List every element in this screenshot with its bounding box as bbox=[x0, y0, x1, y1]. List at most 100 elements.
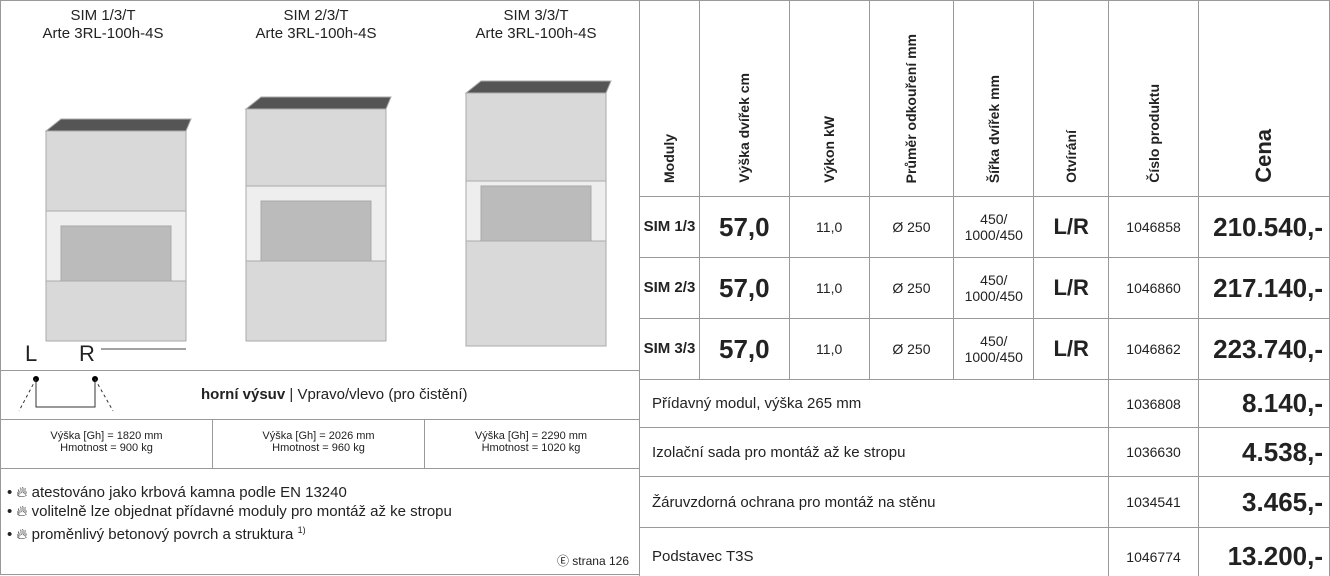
bullet-list: 🔥︎ atestováno jako krbová kamna podle EN… bbox=[1, 468, 639, 575]
accessory-name: Přídavný modul, výška 265 mm bbox=[638, 379, 1110, 428]
column-header: Výška dvířek cm bbox=[698, 0, 790, 197]
product-row: SIM 1/3 57,0 11,0 Ø 250 450/ 1000/450 L/R 1046… bbox=[639, 196, 1330, 258]
opening-text: horní výsuv | Vpravo/vlevo (pro čistění) bbox=[201, 386, 468, 403]
side-label: R bbox=[79, 341, 95, 366]
price: 13.200,- bbox=[1197, 527, 1330, 576]
bullet-text: atestováno jako krbová kamna podle EN 13… bbox=[31, 484, 347, 501]
cell: 1046862 bbox=[1108, 318, 1199, 380]
weight: Hmotnost = 1020 kg bbox=[481, 442, 581, 454]
header-text: Cena bbox=[1250, 129, 1276, 183]
price: 8.140,- bbox=[1197, 379, 1330, 428]
opening-diagram bbox=[18, 376, 114, 412]
weight: Hmotnost = 960 kg bbox=[272, 442, 365, 454]
cell: Ø 250 bbox=[868, 257, 955, 319]
product-code: 1046774 bbox=[1108, 527, 1199, 576]
opening-row: horní výsuv | Vpravo/vlevo (pro čistění) bbox=[1, 370, 639, 419]
accessory-row: Podstavec T3S 1046774 13.200,- bbox=[638, 527, 1330, 576]
cell: 1046860 bbox=[1108, 257, 1199, 319]
accessory-row: Přídavný modul, výška 265 mm 1036808 8.140… bbox=[638, 379, 1330, 428]
column-header: Číslo produktu bbox=[1108, 0, 1199, 197]
product-row: SIM 3/3 57,0 11,0 Ø 250 450/ 1000/450 L/R 1046… bbox=[639, 318, 1330, 380]
cell: 450/ 1000/450 bbox=[953, 196, 1035, 258]
product-label: SIM 2/3/T bbox=[283, 7, 349, 24]
product-model: Arte 3RL-100h-4S bbox=[475, 25, 597, 42]
cell: SIM 3/3 bbox=[639, 318, 700, 380]
bullet: 🔥︎ proměnlivý betonový povrch a struktur… bbox=[7, 521, 639, 544]
cell: L/R bbox=[1033, 196, 1110, 258]
dimension-row: Výška [Gh] = 1820 mm Hmotnost = 900 kg Vý… bbox=[1, 419, 639, 468]
column-header: Výkon kW bbox=[788, 0, 870, 197]
opening-desc: | Vpravo/vlevo (pro čistění) bbox=[289, 386, 468, 403]
accessory-name: Izolační sada pro montáž až ke stropu bbox=[638, 427, 1110, 477]
cell: Ø 250 bbox=[868, 196, 955, 258]
product-label: SIM 1/3/T bbox=[70, 7, 136, 24]
product-caption: SIM 1/3/T Arte 3RL-100h-4S bbox=[3, 7, 203, 43]
product-panel: SIM 1/3/T Arte 3RL-100h-4S SIM 2/3/T Arte … bbox=[0, 0, 640, 575]
cell: 450/ 1000/450 bbox=[953, 257, 1035, 319]
bullet-text: proměnlivý betonový povrch a struktura bbox=[31, 526, 294, 543]
product-model: Arte 3RL-100h-4S bbox=[255, 25, 377, 42]
product-caption: SIM 2/3/T Arte 3RL-100h-4S bbox=[216, 7, 416, 43]
price: 4.538,- bbox=[1197, 427, 1330, 477]
product-label: SIM 3/3/T bbox=[503, 7, 569, 24]
cell: Ø 250 bbox=[868, 318, 955, 380]
header-text: Otvírání bbox=[1063, 130, 1080, 183]
header-text: Moduly bbox=[661, 134, 678, 183]
cell: 210.540,- bbox=[1197, 196, 1330, 258]
column-header: Otvírání bbox=[1033, 0, 1110, 197]
accessory-name: Žáruvzdorná ochrana pro montáž na stěnu bbox=[638, 476, 1110, 528]
bullet: 🔥︎ atestováno jako krbová kamna podle EN… bbox=[7, 483, 639, 502]
price: 3.465,- bbox=[1197, 476, 1330, 528]
dimension-cell: Výška [Gh] = 1820 mm Hmotnost = 900 kg bbox=[1, 420, 213, 468]
cell: SIM 2/3 bbox=[639, 257, 700, 319]
header-text: Šířka dvířek mm bbox=[985, 74, 1002, 183]
side-label: L bbox=[25, 341, 38, 366]
cell: 57,0 bbox=[698, 257, 790, 319]
price-table: Moduly Výška dvířek cm Výkon kW Průměr odko… bbox=[638, 0, 1330, 576]
cell: 11,0 bbox=[788, 257, 870, 319]
cell: 57,0 bbox=[698, 196, 790, 258]
cell: L/R bbox=[1033, 318, 1110, 380]
product-caption: SIM 3/3/T Arte 3RL-100h-4S bbox=[436, 7, 636, 43]
column-header: Šířka dvířek mm bbox=[953, 0, 1035, 197]
page-ref: Ⓔ strana 126 bbox=[556, 554, 629, 568]
cell: 223.740,- bbox=[1197, 318, 1330, 380]
cell: 57,0 bbox=[698, 318, 790, 380]
cell: L/R bbox=[1033, 257, 1110, 319]
product-code: 1036630 bbox=[1108, 427, 1199, 477]
bullet-text: volitelně lze objednat přídavné moduly p… bbox=[31, 503, 452, 520]
cell: 450/ 1000/450 bbox=[953, 318, 1035, 380]
cell: 11,0 bbox=[788, 196, 870, 258]
dimension-cell: Výška [Gh] = 2290 mm Hmotnost = 1020 kg bbox=[425, 420, 637, 468]
dimension-cell: Výška [Gh] = 2026 mm Hmotnost = 960 kg bbox=[213, 420, 425, 468]
cell: SIM 1/3 bbox=[639, 196, 700, 258]
column-header: Moduly bbox=[639, 0, 700, 197]
weight: Hmotnost = 900 kg bbox=[60, 442, 153, 454]
bullet: 🔥︎ volitelně lze objednat přídavné modul… bbox=[7, 502, 639, 521]
cell: 11,0 bbox=[788, 318, 870, 380]
stove-images bbox=[44, 80, 612, 350]
accessory-row: Izolační sada pro montáž až ke stropu 103… bbox=[638, 427, 1330, 477]
header-text: Výška dvířek cm bbox=[736, 73, 753, 183]
product-row: SIM 2/3 57,0 11,0 Ø 250 450/ 1000/450 L/R 1046… bbox=[639, 257, 1330, 319]
accessory-name: Podstavec T3S bbox=[638, 527, 1110, 576]
column-header: Cena bbox=[1197, 0, 1330, 197]
header-text: Průměr odkouření mm bbox=[903, 33, 920, 183]
footnote: 1) bbox=[297, 525, 306, 535]
height: Výška [Gh] = 2026 mm bbox=[262, 430, 375, 442]
column-header: Průměr odkouření mm bbox=[868, 0, 955, 197]
product-code: 1036808 bbox=[1108, 379, 1199, 428]
opening-bold: horní výsuv bbox=[201, 386, 286, 403]
cell: 217.140,- bbox=[1197, 257, 1330, 319]
height: Výška [Gh] = 2290 mm bbox=[474, 430, 588, 442]
header-text: Výkon kW bbox=[821, 116, 838, 183]
cell: 1046858 bbox=[1108, 196, 1199, 258]
header-text: Číslo produktu bbox=[1145, 84, 1162, 183]
page-ref-text: strana 126 bbox=[572, 554, 629, 568]
product-code: 1034541 bbox=[1108, 476, 1199, 528]
product-model: Arte 3RL-100h-4S bbox=[42, 25, 164, 42]
height: Výška [Gh] = 1820 mm bbox=[50, 430, 163, 442]
accessory-row: Žáruvzdorná ochrana pro montáž na stěnu 1… bbox=[638, 476, 1330, 528]
header-row: Moduly Výška dvířek cm Výkon kW Průměr odko… bbox=[639, 0, 1330, 197]
